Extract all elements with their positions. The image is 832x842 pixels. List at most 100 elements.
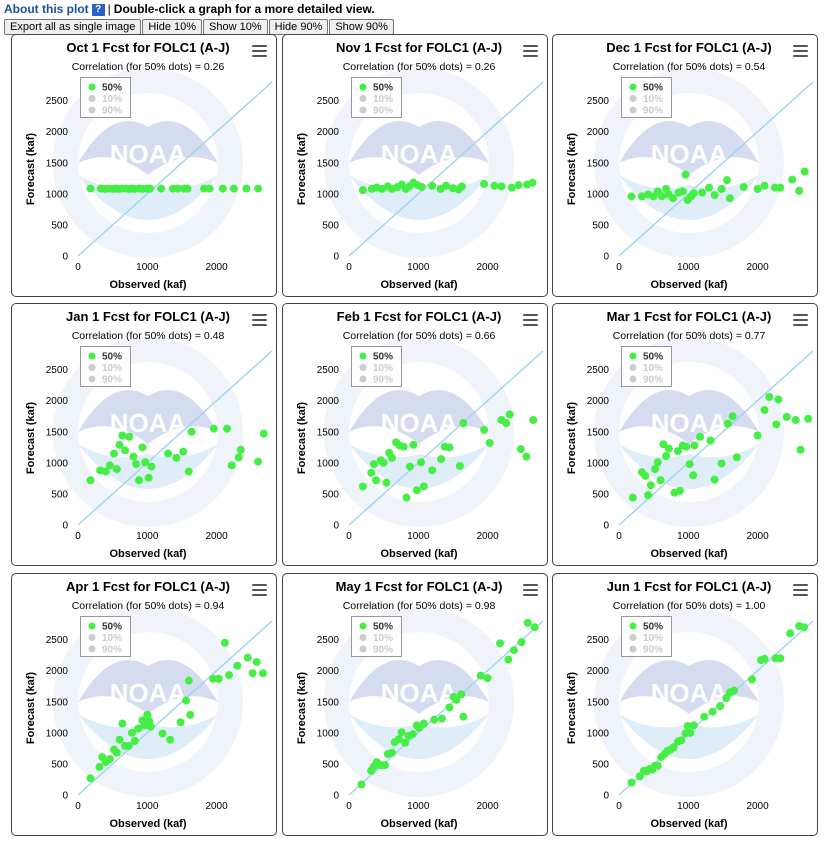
legend-marker[interactable] [629, 106, 637, 114]
data-point[interactable] [222, 424, 231, 433]
data-point[interactable] [772, 420, 781, 429]
data-point[interactable] [710, 191, 719, 200]
legend-item-label[interactable]: 10% [102, 363, 122, 374]
data-point[interactable] [143, 710, 152, 719]
data-point[interactable] [218, 184, 227, 193]
data-point[interactable] [125, 432, 134, 441]
data-point[interactable] [644, 491, 653, 500]
data-point[interactable] [635, 772, 644, 781]
legend-marker[interactable] [359, 83, 367, 91]
chart-panel[interactable]: NOAA Jun 1 Fcst for FOLC1 (A-J) Correlatio… [552, 573, 818, 836]
data-point[interactable] [717, 459, 726, 468]
data-point[interactable] [242, 184, 251, 193]
data-point[interactable] [134, 724, 143, 733]
data-point[interactable] [689, 189, 698, 198]
hamburger-menu-icon[interactable] [252, 584, 267, 596]
data-point[interactable] [110, 449, 119, 458]
data-point[interactable] [710, 475, 719, 484]
data-point[interactable] [379, 458, 388, 467]
data-point[interactable] [716, 702, 725, 711]
legend-marker[interactable] [359, 352, 367, 360]
data-point[interactable] [118, 431, 127, 440]
hamburger-menu-icon[interactable] [252, 45, 267, 57]
data-point[interactable] [254, 457, 263, 466]
data-point[interactable] [419, 719, 428, 728]
data-point[interactable] [637, 192, 646, 201]
legend-marker[interactable] [629, 622, 637, 630]
legend-marker[interactable] [359, 645, 367, 653]
data-point[interactable] [770, 183, 779, 192]
data-point[interactable] [86, 184, 95, 193]
data-point[interactable] [656, 476, 665, 485]
data-point[interactable] [678, 187, 687, 196]
chart-panel[interactable]: NOAA Mar 1 Fcst for FOLC1 (A-J) Correlatio… [552, 303, 818, 566]
legend-marker[interactable] [88, 645, 96, 653]
legend-marker[interactable] [359, 95, 367, 102]
data-point[interactable] [706, 436, 715, 445]
data-point[interactable] [408, 730, 417, 739]
data-point[interactable] [651, 465, 660, 474]
data-point[interactable] [452, 695, 461, 704]
legend-marker[interactable] [359, 106, 367, 114]
data-point[interactable] [728, 412, 737, 421]
chart-panel[interactable]: NOAA Jan 1 Fcst for FOLC1 (A-J) Correlatio… [11, 303, 277, 566]
data-point[interactable] [112, 748, 121, 757]
legend-item-label[interactable]: 50% [643, 352, 663, 363]
data-point[interactable] [158, 729, 167, 738]
data-point[interactable] [528, 178, 537, 187]
data-point[interactable] [437, 714, 446, 723]
data-point[interactable] [698, 188, 707, 197]
data-point[interactable] [179, 447, 188, 456]
data-point[interactable] [505, 410, 514, 419]
data-point[interactable] [753, 184, 762, 193]
legend-item-label[interactable]: 90% [373, 106, 393, 117]
data-point[interactable] [682, 442, 691, 451]
data-point[interactable] [723, 419, 732, 428]
legend-item-label[interactable]: 90% [643, 106, 663, 117]
legend-marker[interactable] [359, 622, 367, 630]
data-point[interactable] [459, 712, 468, 721]
legend-item-label[interactable]: 50% [102, 352, 122, 363]
legend-item-label[interactable]: 90% [102, 106, 122, 117]
data-point[interactable] [796, 445, 805, 454]
data-point[interactable] [419, 482, 428, 491]
data-point[interactable] [760, 181, 769, 190]
data-point[interactable] [417, 458, 426, 467]
legend-item-label[interactable]: 90% [102, 645, 122, 656]
hamburger-menu-icon[interactable] [523, 314, 538, 326]
hamburger-menu-icon[interactable] [523, 584, 538, 596]
data-point[interactable] [369, 460, 378, 469]
data-point[interactable] [187, 427, 196, 436]
data-point[interactable] [358, 482, 367, 491]
data-point[interactable] [101, 467, 110, 476]
legend-item-label[interactable]: 90% [643, 645, 663, 656]
data-point[interactable] [397, 728, 406, 737]
data-point[interactable] [496, 639, 505, 648]
data-point[interactable] [86, 774, 95, 783]
data-point[interactable] [776, 183, 785, 192]
legend-item-label[interactable]: 90% [373, 375, 393, 386]
data-point[interactable] [799, 623, 808, 632]
legend-marker[interactable] [88, 352, 96, 360]
legend-item-label[interactable]: 50% [373, 622, 393, 633]
data-point[interactable] [791, 415, 800, 424]
data-point[interactable] [147, 462, 156, 471]
data-point[interactable] [118, 719, 127, 728]
data-point[interactable] [776, 654, 785, 663]
legend-item-label[interactable]: 50% [102, 622, 122, 633]
legend-marker[interactable] [88, 375, 96, 383]
hamburger-menu-icon[interactable] [793, 45, 808, 57]
data-point[interactable] [138, 443, 147, 452]
legend-marker[interactable] [88, 364, 96, 371]
data-point[interactable] [205, 184, 214, 193]
data-point[interactable] [627, 192, 636, 201]
data-point[interactable] [399, 442, 408, 451]
data-point[interactable] [753, 431, 762, 440]
legend-item-label[interactable]: 10% [102, 94, 122, 105]
data-point[interactable] [689, 471, 698, 480]
data-point[interactable] [765, 392, 774, 401]
data-point[interactable] [739, 183, 748, 192]
data-point[interactable] [141, 458, 150, 467]
data-point[interactable] [530, 623, 539, 632]
data-point[interactable] [696, 432, 705, 441]
